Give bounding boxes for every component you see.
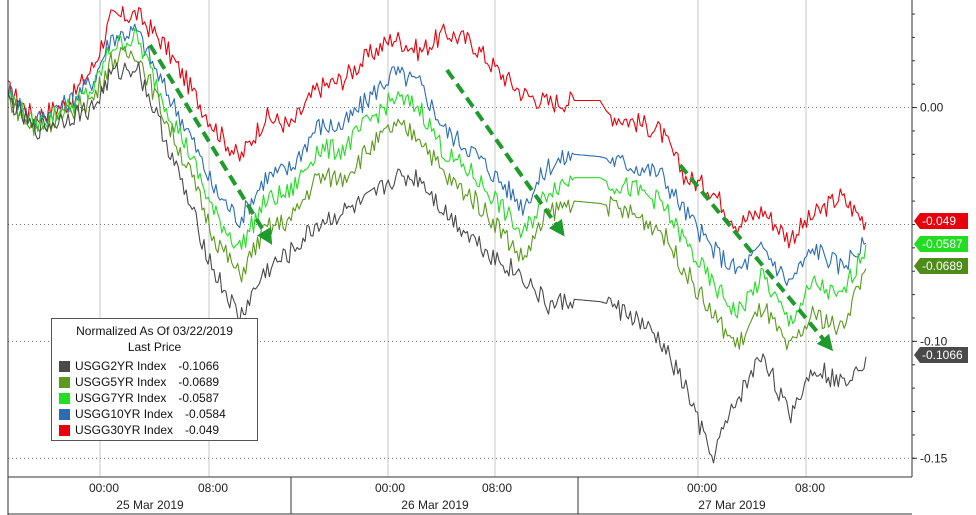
x-time-label: 00:00 — [89, 481, 119, 495]
legend-entry: USGG5YR Index -0.0689 — [52, 374, 257, 390]
legend-entry: USGG7YR Index -0.0587 — [52, 390, 257, 406]
value-tag: -0.0689 — [914, 258, 968, 274]
x-time-label: 00:00 — [375, 481, 405, 495]
trend-arrow — [678, 163, 834, 352]
series-line-usgg5yr-index — [7, 46, 867, 351]
legend-value: -0.1066 — [178, 359, 220, 373]
y-axis-ticks: 0.00 -0.10 -0.15 — [912, 13, 948, 465]
legend-entry: USGG30YR Index -0.049 — [52, 422, 257, 438]
value-tag-label: -0.049 — [922, 214, 956, 228]
trend-arrows — [148, 43, 834, 352]
legend-rows: USGG2YR Index -0.1066 USGG5YR Index -0.0689… — [52, 358, 257, 438]
x-date-label: 26 Mar 2019 — [401, 498, 469, 512]
x-time-label: 08:00 — [198, 481, 228, 495]
value-tag-label: -0.1066 — [922, 348, 963, 362]
y-tick-label: -0.10 — [920, 334, 948, 348]
legend-swatch — [59, 408, 70, 420]
trend-arrow — [148, 43, 273, 245]
grid-lines — [8, 0, 912, 477]
legend-value: -0.0689 — [178, 375, 220, 389]
value-tag-shape — [914, 236, 968, 252]
value-tag: -0.0587 — [914, 236, 968, 252]
legend-swatch — [59, 360, 70, 372]
legend-label: USGG7YR Index — [75, 391, 167, 405]
value-tag: -0.1066 — [914, 347, 968, 363]
y-tick-label: -0.15 — [920, 451, 948, 465]
series-layer — [7, 6, 867, 464]
legend-entry: USGG2YR Index -0.1066 — [52, 358, 257, 374]
value-tag-shape — [914, 213, 968, 229]
x-time-label: 00:00 — [687, 481, 717, 495]
legend-value: -0.0584 — [185, 407, 226, 421]
series-line-usgg7yr-index — [7, 28, 867, 327]
legend-entry: USGG10YR Index -0.0584 — [52, 406, 257, 422]
value-tag-label: -0.0689 — [922, 259, 963, 273]
legend-label: USGG5YR Index — [75, 375, 167, 389]
legend-title: Normalized As Of 03/22/2019 — [76, 324, 233, 338]
legend-label: USGG2YR Index — [75, 359, 167, 373]
legend-swatch — [59, 392, 70, 404]
legend-swatch — [59, 376, 70, 388]
legend-label: USGG30YR Index — [75, 423, 174, 437]
value-tag-shape — [914, 258, 968, 274]
legend-swatch — [59, 424, 70, 436]
legend-value: -0.0587 — [178, 391, 220, 405]
trend-arrow — [445, 68, 565, 237]
chart-legend: Normalized As Of 03/22/2019 Last Price U… — [51, 318, 258, 441]
x-time-label: 08:00 — [482, 481, 512, 495]
y-tick-label: 0.00 — [920, 101, 944, 115]
legend-subtitle: Last Price — [127, 340, 182, 354]
x-time-label: 08:00 — [795, 481, 825, 495]
value-tag: -0.049 — [914, 213, 968, 229]
value-tags: -0.049 -0.0587 -0.0689 -0.1066 — [914, 213, 968, 363]
axes — [7, 0, 913, 515]
x-date-label: 27 Mar 2019 — [698, 498, 766, 512]
series-line-usgg2yr-index — [7, 61, 867, 464]
series-line-usgg10yr-index — [7, 23, 867, 287]
x-axis-ticks: 00:00 08:00 00:00 08:00 00:00 08:00 25 Mar 201… — [89, 481, 825, 512]
legend-value: -0.049 — [185, 423, 220, 437]
value-tag-shape — [914, 347, 968, 363]
x-date-label: 25 Mar 2019 — [116, 498, 184, 512]
legend-label: USGG10YR Index — [75, 407, 174, 421]
series-line-usgg30yr-index — [7, 6, 867, 249]
value-tag-label: -0.0587 — [922, 237, 963, 251]
